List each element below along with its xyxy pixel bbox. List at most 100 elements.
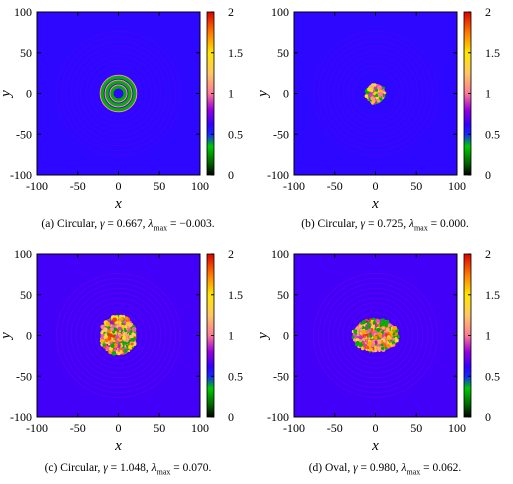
speckle xyxy=(117,338,120,341)
x-tick-label: 0 xyxy=(373,421,379,435)
ripple-ring xyxy=(56,273,181,398)
speckle xyxy=(119,350,123,354)
x-tick-label: 100 xyxy=(448,179,466,193)
y-axis-label: y xyxy=(0,332,14,341)
y-tick-label: 100 xyxy=(271,247,289,261)
panel-d: -100 -50 0 50 100 100 50 0 -50 -100 x y 2 1.5 1 0.5 0 (d… xyxy=(255,242,513,484)
speckle xyxy=(389,337,392,340)
colorbar-tick-label: 0 xyxy=(485,410,491,424)
lambda-symbol: λ xyxy=(148,218,154,230)
speckle xyxy=(122,348,126,351)
speckle xyxy=(107,336,112,341)
speckle xyxy=(369,84,374,89)
speckle xyxy=(376,319,380,323)
lambda-subscript: max xyxy=(406,467,421,477)
heatmap-plot: -100 -50 0 50 100 100 50 0 -50 -100 x y 2 1.5 1 0.5 0 xyxy=(0,5,243,212)
speckle xyxy=(369,334,373,338)
ripple-ring xyxy=(95,312,142,359)
colorbar-tick-label: 1.5 xyxy=(228,288,243,302)
green-ring xyxy=(110,85,127,102)
speckle xyxy=(131,346,134,349)
y-tick-label: 0 xyxy=(26,87,32,101)
speckle xyxy=(358,324,363,328)
lambda-subscript: max xyxy=(413,223,428,233)
x-tick-label: 0 xyxy=(373,179,379,193)
speckle xyxy=(128,350,131,352)
lambda-value: = 0.062. xyxy=(420,462,462,474)
ripple-ring xyxy=(65,40,172,147)
ripple-ring xyxy=(90,307,147,364)
speckle xyxy=(353,329,358,334)
speckle xyxy=(354,334,358,338)
speckle xyxy=(389,330,394,335)
ripple-ring xyxy=(80,55,157,132)
speckle xyxy=(129,334,133,339)
colorbar-tick-label: 1 xyxy=(228,87,234,101)
lambda-value: = 0.070. xyxy=(170,462,212,474)
colorbar-tick-label: 1.5 xyxy=(485,288,500,302)
speckle xyxy=(124,329,127,333)
caption: (c) Circular, γ = 1.048, λmax = 0.070. xyxy=(0,462,256,476)
gamma-symbol: γ xyxy=(360,218,366,230)
ripple-ring xyxy=(337,297,414,374)
speckle xyxy=(103,327,108,332)
panel-a: -100 -50 0 50 100 100 50 0 -50 -100 x y 2 1.5 1 0.5 0 (a… xyxy=(0,0,256,242)
x-tick-label: -100 xyxy=(26,179,48,193)
speckle xyxy=(131,327,137,332)
ripple-ring xyxy=(317,277,434,394)
speckle xyxy=(374,343,377,346)
colorbar-tick-label: 1 xyxy=(485,329,491,343)
heatmap-pattern xyxy=(56,31,181,156)
speckle xyxy=(112,330,116,334)
speckle xyxy=(381,346,385,351)
colorbar-tick-label: 0.5 xyxy=(485,127,500,141)
speckle xyxy=(382,88,385,92)
speckle xyxy=(124,348,128,352)
speckle xyxy=(110,343,115,348)
gamma-value: = 0.667, xyxy=(104,218,149,230)
ripple-ring xyxy=(327,45,424,142)
speckle xyxy=(121,322,124,325)
heatmap-plot: -100 -50 0 50 100 100 50 0 -50 -100 x y 2 1.5 1 0.5 0 xyxy=(0,247,243,454)
speckle xyxy=(102,343,106,347)
speckle xyxy=(361,347,365,351)
ripple-ring xyxy=(85,60,152,127)
speckle xyxy=(117,326,122,331)
caption-text: (d) Oval, xyxy=(308,462,354,474)
speckle xyxy=(383,343,387,347)
ripple-ring xyxy=(70,287,167,384)
speckle xyxy=(103,331,106,334)
speckle xyxy=(376,99,381,103)
speckle xyxy=(116,341,119,344)
colorbar-tick-label: 0 xyxy=(228,168,234,182)
ripple-ring xyxy=(60,35,177,152)
caption-text: (a) Circular, xyxy=(41,218,100,230)
colorbar-tick-label: 1.5 xyxy=(485,46,500,60)
speckle xyxy=(370,88,374,93)
x-tick-label: 50 xyxy=(153,179,165,193)
speckle xyxy=(385,328,390,332)
speckle xyxy=(382,94,386,98)
speckle xyxy=(113,339,116,343)
speckle xyxy=(118,333,122,338)
x-tick-label: 50 xyxy=(410,179,422,193)
heatmap-pattern xyxy=(313,31,438,156)
speckle xyxy=(392,326,398,331)
y-tick-label: 0 xyxy=(283,329,289,343)
speckle xyxy=(368,332,371,336)
speckle xyxy=(108,350,112,354)
speckle xyxy=(384,333,387,336)
y-tick-label: -100 xyxy=(10,410,32,424)
speckle xyxy=(384,323,388,328)
speckle xyxy=(351,336,355,339)
x-tick-label: -50 xyxy=(70,179,86,193)
speckle xyxy=(382,86,385,90)
lambda-subscript: max xyxy=(153,223,168,233)
ripple-ring xyxy=(65,282,172,389)
heatmap-plot: -100 -50 0 50 100 100 50 0 -50 -100 x y 2 1.5 1 0.5 0 xyxy=(255,247,500,454)
y-tick-label: -50 xyxy=(16,369,32,383)
speckle xyxy=(105,346,110,351)
colorbar-tick-label: 2 xyxy=(485,5,491,19)
speckle xyxy=(353,338,356,342)
ripple-ring xyxy=(342,302,409,369)
